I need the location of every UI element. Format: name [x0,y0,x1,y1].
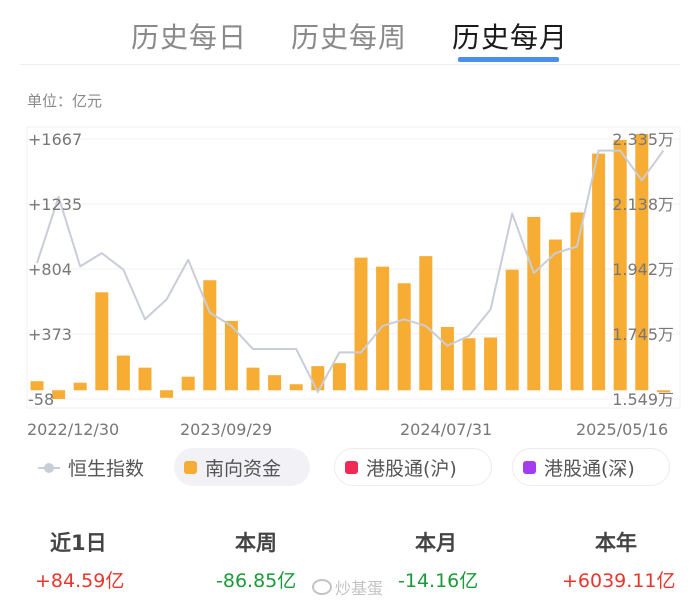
purple-square-icon [523,460,536,474]
bar [462,338,476,391]
legend-hsi[interactable]: 恒生指数 [34,448,174,486]
legend-sz-connect[interactable]: 港股通(深) [512,448,670,486]
legend-label: 恒生指数 [68,457,145,480]
bar-series [30,134,670,399]
bar [440,326,454,391]
bar [397,283,411,391]
watermark: 炒基蛋 [312,575,383,599]
y-right-tick-label: 2.335万 [612,130,674,149]
bar [548,239,562,391]
plot-frame [26,126,681,409]
y-right-tick-label: 1.745万 [612,325,674,344]
bar [73,382,87,391]
legend-label: 港股通(沪) [366,457,457,480]
bar [224,320,238,391]
legend-southbound[interactable]: 南向资金 [174,448,310,486]
stat-label-1d: 近1日 [50,531,107,555]
bar [268,375,282,391]
tab-divider [20,64,680,65]
chart[interactable]: +1667 +1235 +804 +373 -58 2.335万 2.138万 1.942万 1… [0,0,700,450]
bar [246,367,260,391]
legend-label: 港股通(深) [544,457,635,480]
bar [570,212,584,391]
tab-weekly[interactable]: 历史每周 [291,21,408,54]
legend: 恒生指数 南向资金 港股通(沪) 港股通(深) [20,448,690,488]
tab-monthly[interactable]: 历史每月 [452,21,569,54]
legend-sh-connect[interactable]: 港股通(沪) [334,448,492,486]
stat-label-week: 本周 [235,531,277,555]
stat-value-week: -86.85亿 [216,570,297,592]
watermark-text: 炒基蛋 [335,579,384,598]
bar [138,367,152,391]
bar [52,390,66,399]
y-left-tick-label: -58 [28,390,54,409]
bar [354,257,368,391]
y-right-tick-label: 2.138万 [612,195,674,214]
stat-label-year: 本年 [595,531,637,555]
x-tick-label: 2022/12/30 [27,420,119,439]
weibo-icon [312,579,332,595]
bar [30,381,44,391]
bar [484,337,498,391]
bar [592,153,606,391]
line-series [36,149,665,394]
y-right-tick-label: 1.549万 [612,390,674,409]
y-right-tick-label: 1.942万 [612,260,674,279]
y-left-tick-label: +804 [28,260,72,279]
bar [95,292,109,391]
active-tab-indicator [458,57,559,62]
bar [527,216,541,391]
stat-value-year: +6039.11亿 [562,570,676,592]
bar [311,366,325,391]
tab-daily[interactable]: 历史每日 [131,21,248,54]
hsi-line [36,149,665,394]
x-tick-label: 2023/09/29 [180,420,272,439]
bar [289,384,303,391]
bar [505,269,519,391]
unit-label: 单位：亿元 [27,92,103,110]
line-marker-icon [38,461,60,474]
x-tick-label: 2024/07/31 [400,420,492,439]
bar [116,355,130,391]
bar [419,256,433,391]
bar [160,390,174,398]
x-tick-label: 2025/05/16 [576,420,668,439]
bar [181,376,195,391]
bar [376,266,390,391]
orange-square-icon [184,460,197,474]
bar [613,140,627,391]
bar [635,134,649,391]
bar [332,363,346,391]
y-left-tick-label: +373 [28,325,72,344]
tab-bar: 历史每日 历史每周 历史每月 [0,0,700,66]
red-square-icon [345,460,358,474]
y-left-tick-label: +1667 [28,130,82,149]
stat-value-month: -14.16亿 [398,570,479,592]
stat-label-month: 本月 [415,531,457,555]
y-left-tick-label: +1235 [28,195,82,214]
axis-labels: +1667 +1235 +804 +373 -58 2.335万 2.138万 1.942万 1… [27,130,674,439]
stat-value-1d: +84.59亿 [35,570,125,592]
bar [656,390,670,393]
legend-label: 南向资金 [205,457,282,480]
bar [203,280,217,391]
